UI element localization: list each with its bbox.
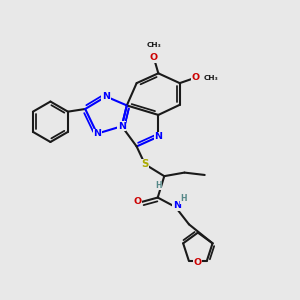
Text: CH₃: CH₃ bbox=[146, 42, 161, 48]
Text: O: O bbox=[194, 258, 202, 267]
Text: N: N bbox=[154, 132, 162, 141]
Text: N: N bbox=[102, 92, 110, 101]
Text: O: O bbox=[191, 73, 199, 82]
Text: N: N bbox=[173, 201, 181, 210]
Text: CH₃: CH₃ bbox=[204, 75, 218, 81]
Text: O: O bbox=[150, 53, 158, 62]
Text: N: N bbox=[118, 122, 126, 131]
Text: N: N bbox=[93, 129, 101, 138]
Text: H: H bbox=[156, 181, 162, 190]
Text: O: O bbox=[134, 197, 142, 206]
Text: S: S bbox=[141, 159, 148, 169]
Text: H: H bbox=[181, 194, 187, 203]
